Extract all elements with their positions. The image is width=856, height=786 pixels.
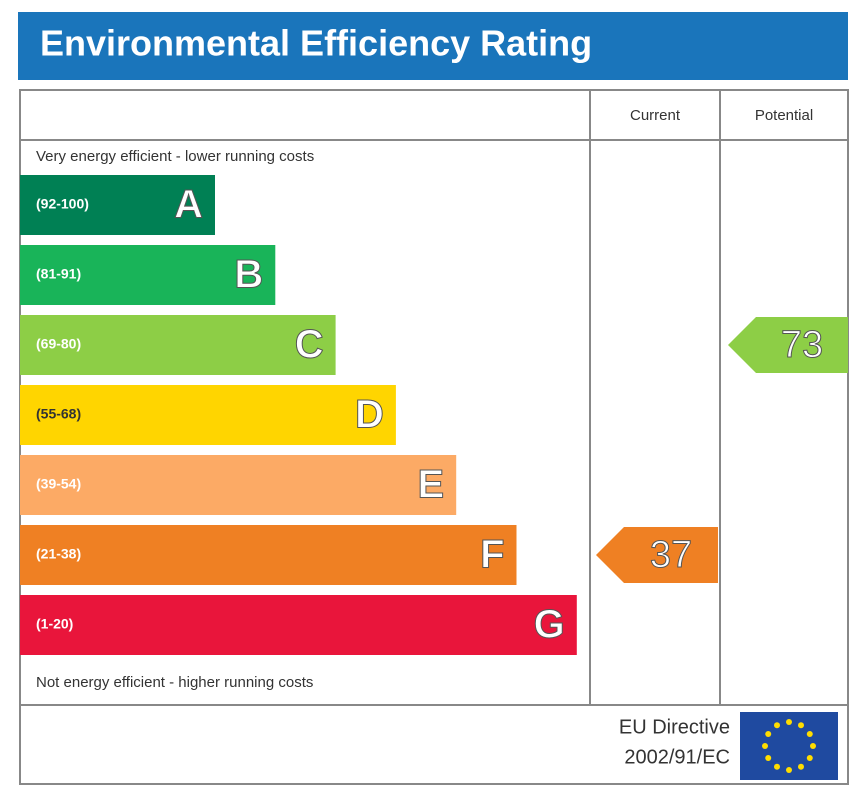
band-range: (39-54) xyxy=(36,476,81,492)
star xyxy=(786,767,792,773)
top-note: Very energy efficient - lower running co… xyxy=(36,148,314,165)
star xyxy=(806,731,813,737)
band-range: (69-80) xyxy=(36,336,81,352)
star xyxy=(774,763,780,770)
bottom-note: Not energy efficient - higher running co… xyxy=(36,674,313,691)
band-range: (55-68) xyxy=(36,406,81,422)
band-range: (81-91) xyxy=(36,266,81,282)
column-header: Current xyxy=(630,107,681,124)
star xyxy=(806,755,813,761)
star xyxy=(810,743,816,749)
band-range: (21-38) xyxy=(36,546,81,562)
star xyxy=(798,722,804,729)
band-letter: B xyxy=(234,253,263,297)
band-bar xyxy=(20,455,457,515)
band-letter: D xyxy=(355,393,384,437)
eu-stars xyxy=(762,719,816,773)
band-letter: G xyxy=(534,603,565,647)
rating-value: 37 xyxy=(650,534,692,576)
footer-text: 2002/91/EC xyxy=(624,746,730,768)
band-bar xyxy=(20,175,215,235)
band-letter: A xyxy=(174,183,203,227)
band-bar xyxy=(20,525,517,585)
band-letter: F xyxy=(480,533,504,577)
band-bar xyxy=(20,315,336,375)
band-range: (92-100) xyxy=(36,196,89,212)
band-bar xyxy=(20,385,396,445)
rating-arrow xyxy=(728,317,848,373)
band-letter: C xyxy=(295,323,324,367)
star xyxy=(765,755,772,761)
band-bar xyxy=(20,245,276,305)
star xyxy=(786,719,792,725)
band-letter: E xyxy=(418,463,445,507)
band-bar xyxy=(20,595,577,655)
star xyxy=(774,722,780,729)
column-header: Potential xyxy=(755,107,813,124)
rating-value: 73 xyxy=(781,324,823,366)
title: Environmental Efficiency Rating xyxy=(40,23,592,64)
star xyxy=(762,743,768,749)
star xyxy=(798,763,804,770)
rating-arrow xyxy=(596,527,718,583)
header-bar xyxy=(18,12,848,80)
star xyxy=(765,731,772,737)
band-range: (1-20) xyxy=(36,616,73,632)
footer-text: EU Directive xyxy=(619,716,730,738)
